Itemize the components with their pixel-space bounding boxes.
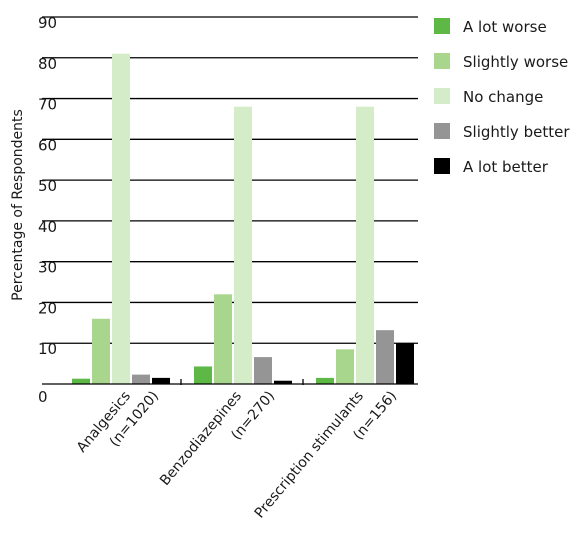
bar-no-change-1	[234, 106, 252, 384]
legend-label: No change	[463, 88, 543, 106]
y-axis-ticks: 0 10 20 30 40 50 60 70 80 90	[38, 14, 57, 406]
legend-label: Slightly worse	[463, 53, 568, 71]
bar-a-lot-worse-2	[316, 377, 334, 384]
legend-label: A lot worse	[463, 18, 547, 36]
legend-swatch	[434, 88, 450, 104]
legend-swatch	[434, 18, 450, 34]
legend-label: A lot better	[463, 158, 549, 176]
legend-swatch	[434, 158, 450, 174]
x-axis	[42, 379, 418, 385]
bar-slightly-better-0	[132, 374, 150, 384]
bar-no-change-2	[356, 106, 374, 384]
legend-swatch	[434, 123, 450, 139]
y-axis-label: Percentage of Respondents	[10, 109, 26, 301]
y-tick-label: 60	[38, 136, 57, 154]
y-tick-label: 0	[38, 388, 48, 406]
bar-no-change-0	[112, 53, 130, 384]
y-tick-label: 40	[38, 218, 57, 236]
bar-a-lot-better-0	[152, 377, 170, 384]
gridlines	[42, 16, 418, 344]
bar-slightly-better-2	[376, 330, 394, 384]
y-tick-label: 10	[38, 340, 57, 358]
bars	[72, 53, 414, 384]
legend: A lot worse Slightly worse No change Slight…	[434, 18, 570, 176]
y-tick-label: 90	[38, 14, 57, 32]
bar-a-lot-worse-0	[72, 378, 90, 384]
bar-a-lot-better-1	[274, 380, 292, 384]
y-tick-label: 80	[38, 55, 57, 73]
bar-slightly-worse-0	[92, 318, 110, 384]
category-label: Benzodiazepines	[157, 388, 245, 489]
y-tick-label: 20	[38, 299, 57, 317]
y-tick-label: 70	[38, 96, 57, 114]
legend-swatch	[434, 53, 450, 69]
bar-slightly-worse-2	[336, 349, 354, 384]
y-tick-label: 50	[38, 177, 57, 195]
legend-label: Slightly better	[463, 123, 570, 141]
bar-a-lot-worse-1	[194, 366, 212, 384]
y-tick-label: 30	[38, 259, 57, 277]
bar-a-lot-better-2	[396, 343, 414, 384]
bar-slightly-worse-1	[214, 294, 232, 384]
category-labels: Analgesics(n=1020)Benzodiazepines(n=270)…	[74, 388, 400, 521]
bar-slightly-better-1	[254, 357, 272, 384]
